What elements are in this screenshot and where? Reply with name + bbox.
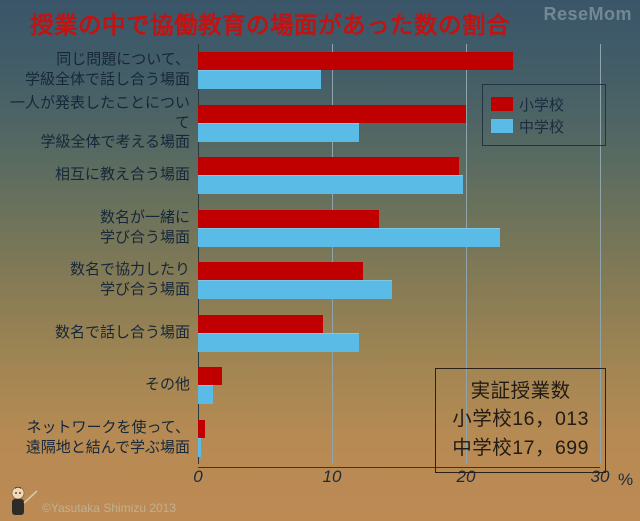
info-box: 実証授業数 小学校16，013 中学校17，699 (435, 368, 606, 473)
bar-elementary (198, 262, 363, 280)
bar-junior (198, 438, 201, 457)
info-box-line: 実証授業数 (452, 377, 589, 405)
bar-elementary (198, 315, 323, 333)
category-label: 数名で話し合う場面 (0, 323, 190, 343)
category-label: ネットワークを使って、 遠隔地と結んで学ぶ場面 (0, 418, 190, 458)
bar-elementary (198, 105, 466, 123)
presenter-icon (4, 483, 38, 521)
category-label: その他 (0, 375, 190, 395)
legend-swatch-elementary (491, 97, 513, 111)
bar-junior (198, 228, 500, 247)
copyright: ©Yasutaka Shimizu 2013 (42, 501, 176, 515)
legend: 小学校 中学校 (482, 84, 606, 146)
x-tick-label: 0 (178, 467, 218, 487)
chart-title: 授業の中で協働教育の場面があった数の割合 (30, 6, 610, 40)
category-label: 数名が一緒に 学び合う場面 (0, 208, 190, 248)
legend-item-junior: 中学校 (491, 115, 595, 137)
legend-item-elementary: 小学校 (491, 93, 595, 115)
bar-group: 数名が一緒に 学び合う場面 (0, 202, 640, 255)
x-axis-unit: % (618, 470, 633, 490)
bar-elementary (198, 52, 513, 70)
info-box-line: 小学校16，013 (452, 405, 589, 433)
bar-group: 数名で話し合う場面 (0, 307, 640, 360)
bar-elementary (198, 210, 379, 228)
bar-junior (198, 175, 463, 194)
x-tick-label: 10 (312, 467, 352, 487)
bar-elementary (198, 157, 459, 175)
legend-label: 中学校 (519, 116, 564, 137)
info-box-line: 中学校17，699 (452, 434, 589, 462)
category-label: 相互に教え合う場面 (0, 165, 190, 185)
bar-group: 数名で協力したり 学び合う場面 (0, 254, 640, 307)
bar-junior (198, 385, 213, 404)
legend-swatch-junior (491, 119, 513, 133)
bar-junior (198, 70, 321, 89)
bar-junior (198, 280, 392, 299)
bar-junior (198, 333, 359, 352)
bar-junior (198, 123, 359, 142)
category-label: 同じ問題について、 学級全体で話し合う場面 (0, 50, 190, 90)
legend-label: 小学校 (519, 94, 564, 115)
bar-elementary (198, 367, 222, 385)
bar-group: 相互に教え合う場面 (0, 149, 640, 202)
category-label: 数名で協力したり 学び合う場面 (0, 260, 190, 300)
category-label: 一人が発表したことについて 学級全体で考える場面 (0, 93, 190, 152)
bar-elementary (198, 420, 205, 438)
